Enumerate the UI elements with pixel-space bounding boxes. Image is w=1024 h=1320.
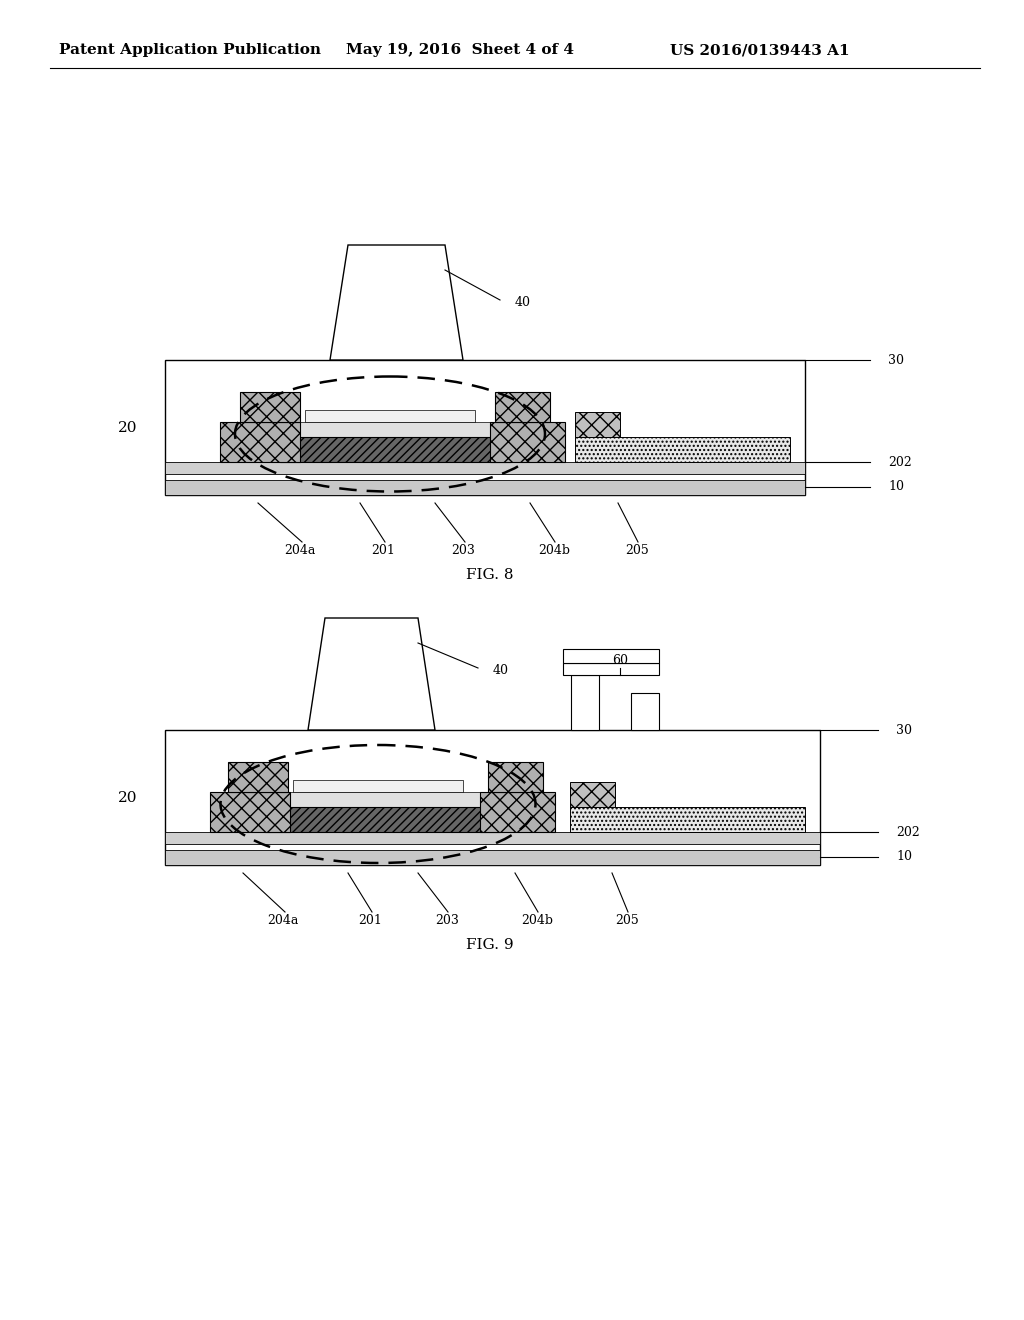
Text: 205: 205 (625, 544, 649, 557)
Text: 30: 30 (888, 354, 904, 367)
Text: FIG. 8: FIG. 8 (466, 568, 514, 582)
Text: 10: 10 (896, 850, 912, 863)
Bar (575, 437, 790, 462)
Text: 203: 203 (435, 913, 459, 927)
Text: US 2016/0139443 A1: US 2016/0139443 A1 (670, 44, 850, 57)
Bar (495, 392, 550, 422)
Bar (571, 675, 599, 730)
Text: 20: 20 (118, 791, 138, 804)
Bar (280, 437, 510, 462)
Bar (165, 480, 805, 495)
Bar (563, 649, 659, 663)
Text: 202: 202 (888, 455, 911, 469)
Bar (165, 462, 805, 474)
Text: 205: 205 (615, 913, 639, 927)
Bar (265, 807, 500, 832)
Bar (631, 693, 659, 730)
Bar (165, 850, 820, 865)
Text: 201: 201 (358, 913, 382, 927)
Bar (563, 663, 659, 675)
Text: 203: 203 (451, 544, 475, 557)
Text: 60: 60 (612, 653, 628, 667)
Bar (210, 792, 290, 832)
Text: 201: 201 (371, 544, 395, 557)
Text: 40: 40 (493, 664, 509, 676)
Text: Patent Application Publication: Patent Application Publication (59, 44, 321, 57)
Bar (480, 792, 555, 832)
Text: 204a: 204a (267, 913, 299, 927)
Bar (570, 807, 805, 832)
Bar (305, 411, 475, 422)
Polygon shape (308, 618, 435, 730)
Bar (165, 832, 820, 843)
Bar (488, 762, 543, 792)
Text: 204b: 204b (521, 913, 553, 927)
Bar (165, 730, 820, 865)
Bar (575, 412, 620, 437)
Text: 30: 30 (896, 723, 912, 737)
Text: 202: 202 (896, 825, 920, 838)
Text: 20: 20 (118, 421, 138, 434)
Text: FIG. 9: FIG. 9 (466, 939, 514, 952)
Bar (240, 392, 300, 422)
Text: 40: 40 (515, 297, 531, 309)
Text: May 19, 2016  Sheet 4 of 4: May 19, 2016 Sheet 4 of 4 (346, 44, 574, 57)
Bar (490, 422, 565, 462)
Bar (293, 780, 463, 792)
Bar (228, 762, 288, 792)
Polygon shape (330, 246, 463, 360)
Bar (165, 360, 805, 495)
Text: 204a: 204a (285, 544, 315, 557)
Bar (570, 781, 615, 807)
Bar (220, 422, 300, 462)
Bar (270, 422, 520, 437)
Bar (255, 792, 510, 807)
Text: 204b: 204b (538, 544, 570, 557)
Text: 10: 10 (888, 480, 904, 494)
